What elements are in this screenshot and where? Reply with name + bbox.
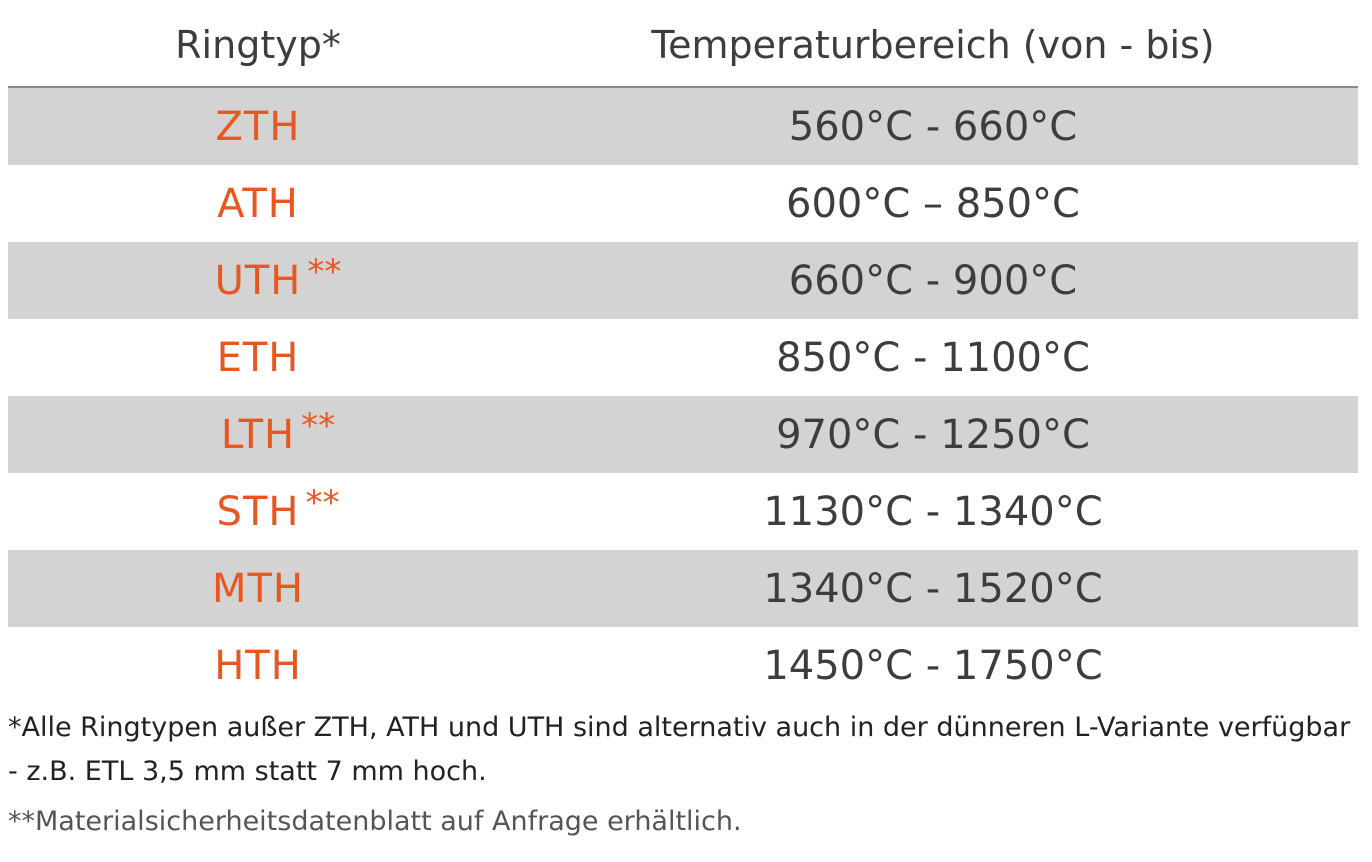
temperature-range-cell: 1130°C - 1340°C (763, 488, 1103, 535)
table-row: ATH 600°C – 850°C (8, 165, 1358, 242)
temperature-range-cell: 600°C – 850°C (786, 180, 1080, 227)
table-row: LTH ** 970°C - 1250°C (8, 396, 1358, 473)
header-temperaturbereich: Temperaturbereich (von - bis) (651, 23, 1215, 67)
ring-type-cell: ETH (8, 319, 508, 396)
header-ringtyp: Ringtyp* (175, 23, 341, 67)
temperature-range-cell: 850°C - 1100°C (776, 334, 1090, 381)
ring-type-cell: UTH ** (8, 242, 508, 319)
table-header: Ringtyp* Temperaturbereich (von - bis) (8, 0, 1358, 88)
ring-type-marker: ** (305, 482, 340, 523)
ring-type-cell: STH ** (8, 473, 508, 550)
ring-type-marker: ** (307, 251, 342, 292)
ring-type-label: ATH (217, 180, 299, 227)
ring-type-cell: MTH (8, 550, 508, 627)
ring-type-cell: LTH ** (8, 396, 508, 473)
temperature-range-cell: 1450°C - 1750°C (763, 642, 1103, 689)
temperature-range-cell: 560°C - 660°C (788, 103, 1078, 150)
ring-type-label: UTH (214, 257, 302, 304)
ring-type-label: LTH (220, 411, 296, 458)
temperature-range-cell: 660°C - 900°C (788, 257, 1078, 304)
ring-type-marker: ** (301, 405, 336, 446)
ring-type-cell: ATH (8, 165, 508, 242)
table-row: HTH 1450°C - 1750°C (8, 627, 1358, 704)
table-row: UTH ** 660°C - 900°C (8, 242, 1358, 319)
temperature-range-cell: 970°C - 1250°C (776, 411, 1090, 458)
ring-type-cell: HTH (8, 627, 508, 704)
footnote-safety-datasheet: **Materialsicherheitsdatenblatt auf Anfr… (8, 806, 742, 837)
temperature-range-cell: 1340°C - 1520°C (763, 565, 1103, 612)
table-row: STH ** 1130°C - 1340°C (8, 473, 1358, 550)
ring-type-cell: ZTH (8, 88, 508, 165)
footnote-l-variant: *Alle Ringtypen außer ZTH, ATH und UTH s… (8, 712, 1351, 787)
table-row: ZTH 560°C - 660°C (8, 88, 1358, 165)
ring-type-label: HTH (214, 642, 302, 689)
table-row: ETH 850°C - 1100°C (8, 319, 1358, 396)
ring-type-label: ZTH (215, 103, 301, 150)
ring-type-label: STH (216, 488, 300, 535)
ring-type-label: MTH (211, 565, 305, 612)
table-row: MTH 1340°C - 1520°C (8, 550, 1358, 627)
ring-type-label: ETH (216, 334, 300, 381)
temperature-table: Ringtyp* Temperaturbereich (von - bis) Z… (8, 0, 1358, 704)
